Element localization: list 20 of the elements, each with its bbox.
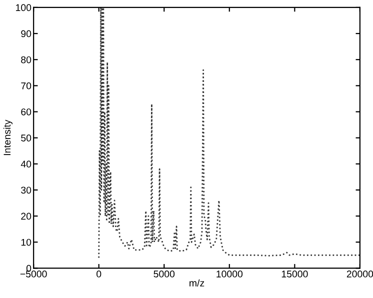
x-axis-title: m/z xyxy=(190,279,204,286)
y-tick-label: 70 xyxy=(21,82,32,90)
x-tick-label: −5000 xyxy=(20,270,47,278)
x-tick-label: 10000 xyxy=(216,270,243,278)
y-tick-label: 30 xyxy=(21,186,32,194)
y-tick-label: 80 xyxy=(21,56,32,64)
y-tick-label: 20 xyxy=(21,212,32,220)
y-axis-title: Intensity xyxy=(3,120,12,156)
x-tick-label: 15000 xyxy=(282,270,308,278)
y-tick-label: 50 xyxy=(21,134,32,142)
x-tick-label: 5000 xyxy=(154,270,175,278)
y-tick-label: 100 xyxy=(16,4,32,12)
y-tick-label: 10 xyxy=(21,238,32,246)
x-tick-label: 20000 xyxy=(346,270,373,278)
y-tick-label: 60 xyxy=(21,108,32,116)
x-tick-label: 0 xyxy=(96,270,102,278)
y-tick-label: 0 xyxy=(26,264,32,272)
y-tick-label: 40 xyxy=(20,160,32,168)
line-series xyxy=(98,7,360,258)
y-tick-label: 90 xyxy=(21,30,32,38)
